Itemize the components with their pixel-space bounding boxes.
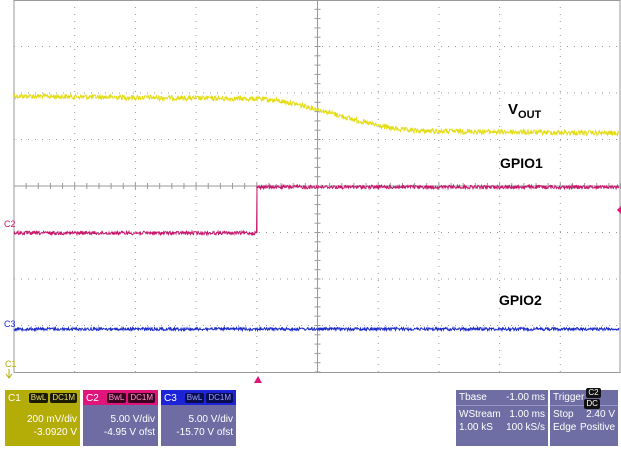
label-gpio1: GPIO1 [500, 155, 543, 171]
trigger-slope: Positive [579, 422, 615, 433]
trigger-title: Trigger [553, 392, 585, 403]
channel-2-scale: 5.00 V/div [110, 414, 155, 425]
c1-ground-marker: C1 [5, 359, 17, 369]
label-vout: VOUT [508, 101, 542, 121]
trace-gpio2 [13, 325, 620, 333]
channel-3-scale: 5.00 V/div [188, 414, 233, 425]
channel-3-coupling-tag: DC1M [206, 393, 234, 403]
timebase-descriptor[interactable]: Tbase -1.00 ms WStream 1.00 ms 1.00 kS 1… [456, 390, 548, 446]
trace-vout [13, 92, 620, 137]
timebase-div: 1.00 ms [509, 409, 545, 420]
channel-1-name: C1 [8, 392, 21, 404]
trigger-type: Edge [553, 422, 577, 433]
trigger-position-marker-icon [254, 376, 262, 383]
trigger-descriptor[interactable]: Trigger C2DC Stop 2.40 V Edge Positive [550, 387, 618, 446]
channel-2-bw-tag: BwL [106, 393, 127, 403]
timebase-value: -1.00 ms [506, 392, 545, 403]
channel-1-scale: 200 mV/div [26, 414, 77, 425]
channel-2-coupling-tag: DC1M [128, 393, 156, 403]
c1-offset-arrow-icon [5, 369, 13, 379]
channel-3-bw-tag: BwL [184, 393, 205, 403]
timebase-mode: WStream [459, 409, 501, 420]
channel-1-offset: -3.0920 V [33, 427, 77, 438]
timebase-rate: 100 kS/s [506, 422, 545, 433]
trigger-source-tag: C2 [586, 387, 601, 398]
c2-ground-marker: C2 [4, 219, 16, 229]
label-gpio2: GPIO2 [499, 292, 542, 308]
trace-gpio1 [13, 183, 620, 237]
channel-2-descriptor[interactable]: C2 BwL DC1M 5.00 V/div -4.95 V ofst [83, 390, 158, 446]
c3-ground-marker: C3 [4, 319, 16, 329]
channel-2-name: C2 [86, 392, 99, 404]
channel-3-name: C3 [164, 392, 177, 404]
trigger-coupling-tag: DC [584, 398, 600, 409]
channel-3-descriptor[interactable]: C3 BwL DC1M 5.00 V/div -15.70 V ofst [161, 390, 236, 446]
channel-1-coupling-tag: DC1M [50, 393, 78, 403]
trigger-state: Stop [553, 409, 574, 420]
trigger-level-marker-icon [617, 206, 621, 214]
graticule [13, 0, 621, 373]
channel-1-bw-tag: BwL [28, 393, 49, 403]
channel-3-offset: -15.70 V ofst [176, 427, 233, 438]
timebase-samples: 1.00 kS [459, 422, 493, 433]
trigger-level: 2.40 V [586, 409, 615, 420]
channel-1-descriptor[interactable]: C1 BwL DC1M 200 mV/div -3.0920 V [5, 390, 80, 446]
channel-2-offset: -4.95 V ofst [103, 427, 155, 438]
timebase-title: Tbase [459, 392, 487, 403]
